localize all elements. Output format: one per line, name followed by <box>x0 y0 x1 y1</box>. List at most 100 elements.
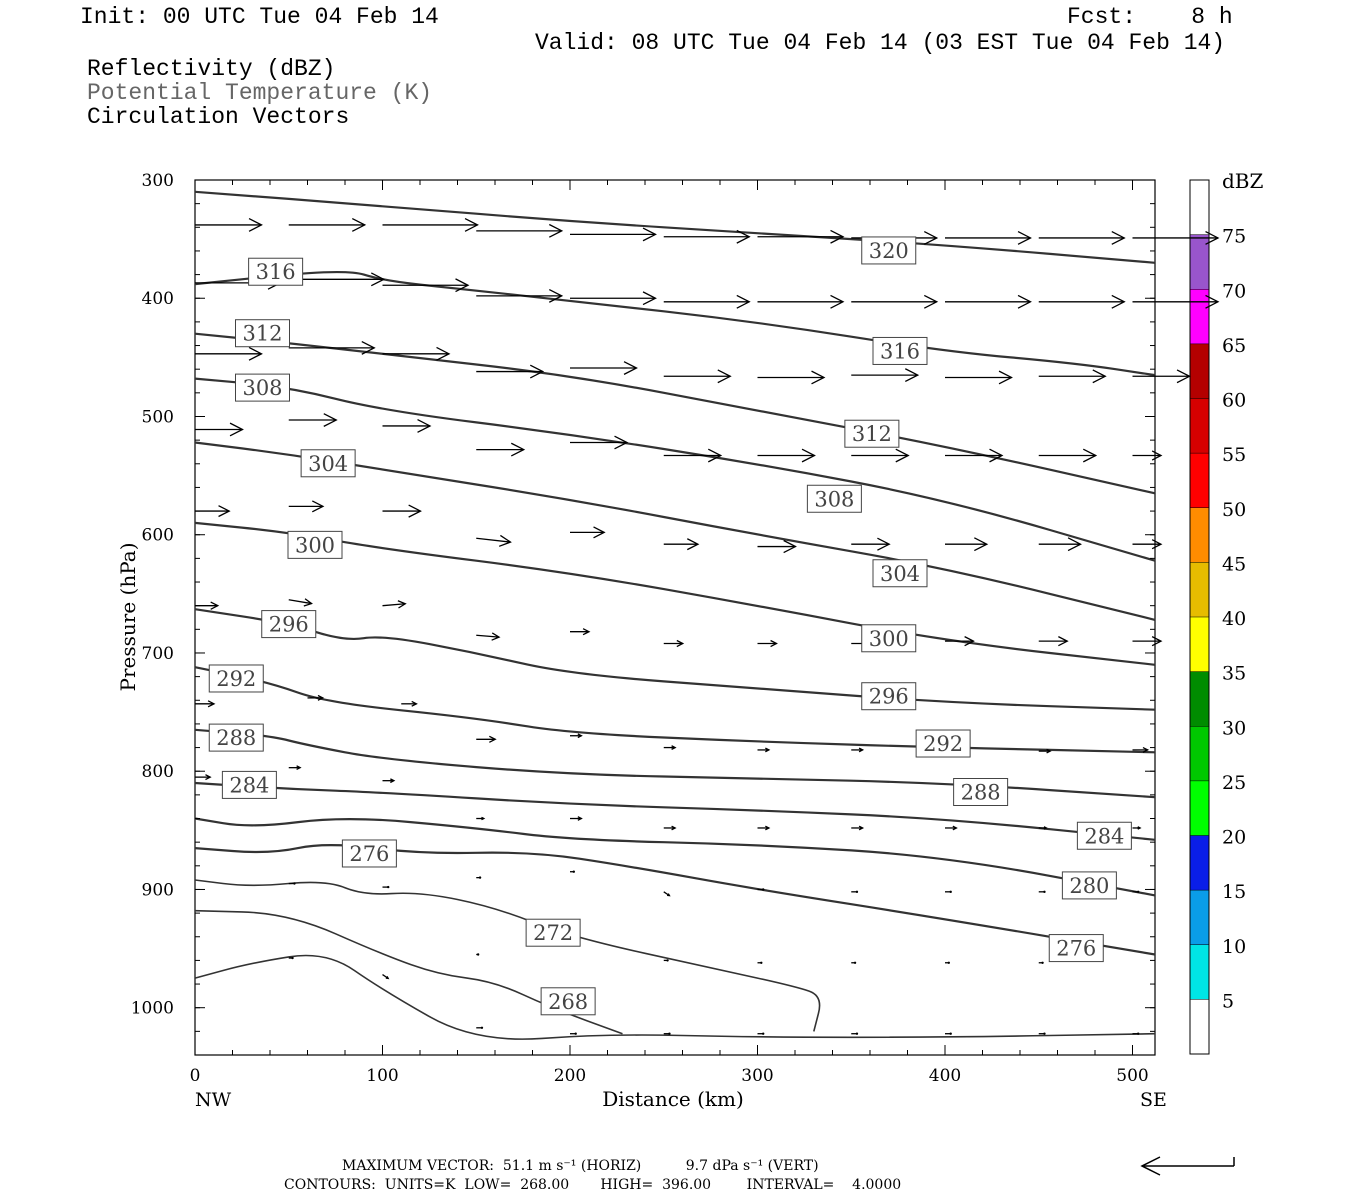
vector-29 <box>851 368 920 383</box>
vector-37 <box>570 435 629 450</box>
x-tick-label: 400 <box>929 1066 961 1086</box>
axes-ticks: 0 100 200 300 400 500 300 400 500 600 700 800 900 100… <box>131 171 1155 1086</box>
colorbar-level: 10 <box>1222 936 1246 958</box>
vector-51 <box>851 537 891 551</box>
vector-53 <box>1038 537 1082 552</box>
vector-1 <box>288 217 367 232</box>
colorbar-level: 55 <box>1222 444 1246 466</box>
vector-60 <box>663 639 685 648</box>
vector-39 <box>757 448 816 463</box>
vector-48 <box>570 526 606 539</box>
vector-24 <box>382 346 451 361</box>
theta-contour-272 <box>194 879 821 1032</box>
colorbar-level: 70 <box>1222 280 1246 302</box>
vector-43 <box>1132 450 1163 461</box>
vector-44 <box>195 505 231 518</box>
colorbar-swatch <box>1190 617 1209 673</box>
colorbar-level: 50 <box>1222 499 1246 521</box>
vector-84 <box>851 825 865 831</box>
reference-vector <box>1140 1156 1235 1176</box>
vector-10 <box>1132 231 1220 245</box>
svg-text:308: 308 <box>814 487 854 511</box>
colorbar-level: 20 <box>1222 827 1246 849</box>
vector-64 <box>1038 636 1069 647</box>
contour-label-23: 268 <box>540 987 596 1016</box>
colorbar-swatch <box>1190 562 1209 618</box>
colorbar-swatch <box>1190 343 1209 399</box>
field-reflectivity: Reflectivity (dBZ) <box>87 56 336 82</box>
x-end-label-right: SE <box>1140 1089 1167 1111</box>
vector-32 <box>1132 369 1191 384</box>
x-tick-label: 100 <box>366 1066 398 1086</box>
colorbar-title: dBZ <box>1222 169 1264 193</box>
vector-41 <box>945 448 1004 463</box>
vector-112 <box>1038 1032 1046 1035</box>
vector-3 <box>476 223 564 238</box>
svg-text:320: 320 <box>869 239 909 263</box>
vector-19 <box>945 294 1032 309</box>
contour-label-8: 304 <box>872 559 928 588</box>
vector-25 <box>476 364 545 379</box>
contour-label-6: 308 <box>806 484 862 513</box>
y-tick-label: 1000 <box>131 999 174 1019</box>
vector-21 <box>1132 294 1220 309</box>
vector-15 <box>570 291 657 306</box>
theta-contour-284 <box>194 781 1156 841</box>
contour-label-5: 308 <box>235 373 290 402</box>
vector-23 <box>288 340 376 355</box>
y-tick-label: 800 <box>142 762 174 782</box>
colorbar-swatch <box>1190 726 1209 782</box>
vector-49 <box>663 538 700 551</box>
vector-36 <box>476 442 526 457</box>
vector-86 <box>1038 826 1048 830</box>
colorbar-swatch <box>1190 289 1209 345</box>
vector-95 <box>945 890 952 894</box>
vector-110 <box>851 1032 859 1035</box>
contour-label-22: 272 <box>525 918 581 947</box>
vector-69 <box>476 735 497 743</box>
vector-59 <box>570 628 591 636</box>
contour-label-14: 292 <box>915 729 971 758</box>
x-tick-label: 0 <box>190 1066 201 1086</box>
maximum-vector-note: MAXIMUM VECTOR: 51.1 m s⁻¹ (HORIZ) 9.7 d… <box>342 1158 819 1174</box>
vector-87 <box>1132 826 1142 830</box>
vector-83 <box>757 825 771 831</box>
x-tick-label: 500 <box>1116 1066 1148 1086</box>
vector-93 <box>757 888 765 891</box>
theta-contour-292 <box>194 666 1156 754</box>
y-tick-label: 300 <box>142 171 174 191</box>
vector-80 <box>476 816 486 821</box>
colorbar-level: 25 <box>1222 772 1246 794</box>
vector-45 <box>288 500 325 513</box>
valid-time: Valid: 08 UTC Tue 04 Feb 14 (03 EST Tue … <box>535 30 1226 56</box>
contour-label-12: 296 <box>861 682 917 711</box>
vector-75 <box>1038 748 1052 754</box>
contour-lines <box>194 190 1156 1040</box>
svg-text:304: 304 <box>308 452 348 476</box>
vector-97 <box>1132 890 1140 894</box>
theta-contour-280 <box>194 817 1156 897</box>
vector-16 <box>663 294 751 309</box>
colorbar-level: 30 <box>1222 717 1246 739</box>
contour-label-20: 280 <box>1061 871 1117 900</box>
vector-20 <box>1038 294 1126 309</box>
colorbar-swatch <box>1190 453 1209 509</box>
svg-text:312: 312 <box>242 322 282 346</box>
vector-104 <box>945 961 950 964</box>
vector-70 <box>570 733 583 739</box>
vector-54 <box>1132 539 1163 550</box>
vector-17 <box>757 294 845 309</box>
colorbar-level: 5 <box>1222 990 1234 1012</box>
vector-27 <box>663 369 732 384</box>
svg-text:292: 292 <box>923 732 963 756</box>
vector-99 <box>382 974 390 980</box>
y-tick-label: 700 <box>142 644 174 664</box>
vector-13 <box>382 278 470 293</box>
contour-labels: 320 316 316 312 312 308 308 304 304 300 300 296 296 2… <box>208 236 1132 1016</box>
vector-28 <box>757 370 826 385</box>
vector-35 <box>382 419 432 433</box>
vector-109 <box>757 1032 765 1035</box>
vector-90 <box>476 876 482 879</box>
contour-label-1: 316 <box>248 257 304 286</box>
